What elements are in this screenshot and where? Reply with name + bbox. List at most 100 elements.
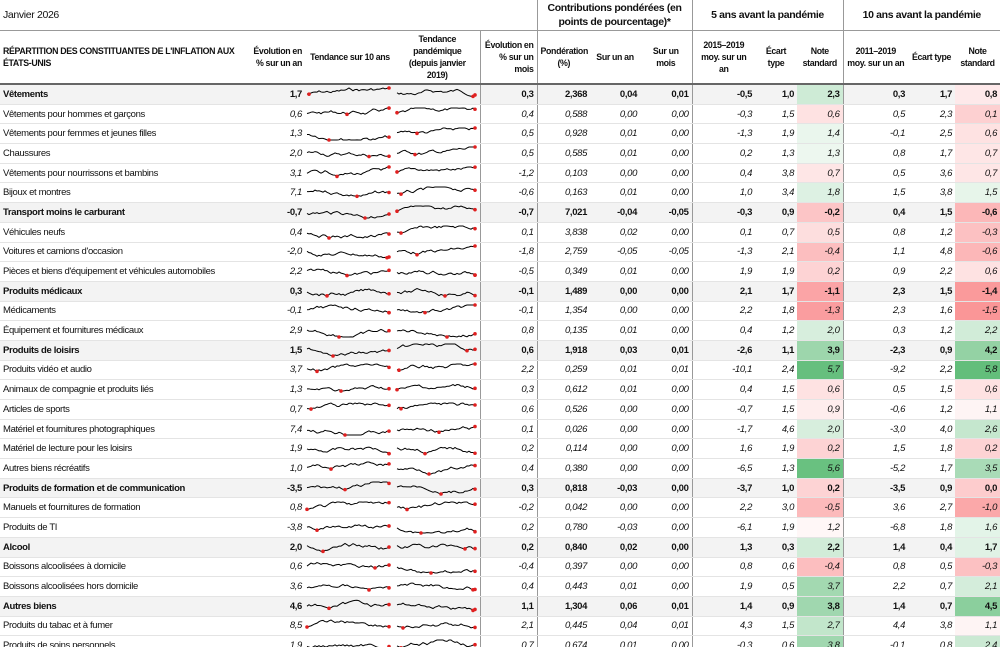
trend-cell <box>305 104 395 125</box>
trend-cell <box>305 379 395 400</box>
cell-value: 0,3 <box>250 281 305 302</box>
row-label: Médicaments <box>0 301 250 322</box>
sparkline <box>396 125 477 135</box>
sparkline-path <box>396 446 476 454</box>
sparkline-path <box>306 542 390 553</box>
cell-value: -5,2 <box>842 458 909 479</box>
cell-value: 4,5 <box>955 596 1000 617</box>
sparkline <box>306 542 391 554</box>
cell-value: 0,3 <box>479 478 538 499</box>
cell-value: 3,4 <box>755 182 798 204</box>
cell-value: 1,2 <box>755 320 798 341</box>
sparkline-path <box>306 446 390 454</box>
sparkline-path <box>396 527 476 534</box>
cell-value: -0,3 <box>691 104 756 125</box>
sparkline-dot <box>387 232 391 236</box>
cell-value: 1,1 <box>755 340 798 361</box>
sparkline-path <box>306 87 390 96</box>
cell-value: 0,06 <box>590 596 641 617</box>
sparkline-dot <box>405 507 409 512</box>
cell-value: -1,8 <box>479 242 538 263</box>
cell-value: 1,4 <box>691 596 756 617</box>
sparkline <box>306 384 391 393</box>
cell-value: 0,00 <box>640 143 693 164</box>
cell-value: 5,8 <box>955 360 1000 381</box>
group-row: Produits médicaux 0,3 -0,1 1,489 0,00 0,00 2,1… <box>0 281 1000 302</box>
cell-value: 1,5 <box>842 438 909 460</box>
sparkline-dot <box>473 502 477 506</box>
cell-value: 0,00 <box>590 281 641 302</box>
sparkline-path <box>396 464 476 475</box>
cell-value: 0,397 <box>536 557 591 578</box>
cell-value: 2,7 <box>797 616 844 637</box>
cell-value: 0,8 <box>479 320 538 341</box>
cell-value: -9,2 <box>842 360 909 381</box>
cell-value: 2,1 <box>755 242 798 263</box>
cell-value: 0,00 <box>590 301 641 322</box>
sparkline-dot <box>473 607 477 612</box>
cell-value: 0,5 <box>479 123 538 145</box>
sparkline-dot <box>331 354 335 359</box>
sparkline-dot <box>473 227 477 231</box>
cell-value: 0,00 <box>590 419 641 440</box>
cell-value: -0,5 <box>691 84 756 105</box>
trend-cell <box>395 301 480 322</box>
cell-value: 0,00 <box>640 537 693 558</box>
cell-value: 0,00 <box>640 576 693 597</box>
sparkline-dot <box>387 135 391 139</box>
cell-value: 0,5 <box>755 576 798 597</box>
cell-value: 1,6 <box>908 301 956 322</box>
cell-value: -0,5 <box>797 497 844 519</box>
sparkline-dot <box>473 293 477 298</box>
item-row: Manuels et fournitures de formation 0,8 -0… <box>0 497 1000 519</box>
cell-value: -1,2 <box>479 163 538 184</box>
trend-cell <box>395 261 480 282</box>
cell-value: 0,0 <box>955 478 1000 499</box>
sparkline <box>396 622 477 630</box>
cell-value: 0,04 <box>590 84 641 105</box>
cell-value: 0,2 <box>955 438 1000 460</box>
item-row: Animaux de compagnie et produits liés 1,3… <box>0 379 1000 400</box>
item-row: Bijoux et montres 7,1 -0,6 0,163 0,01 0,00 1,0… <box>0 182 1000 204</box>
sparkline-path <box>396 328 476 338</box>
sparkline <box>306 304 391 315</box>
sparkline <box>396 602 477 613</box>
cell-value: -2,3 <box>842 340 909 361</box>
trend-cell <box>395 616 480 637</box>
cell-value: -0,7 <box>479 202 538 223</box>
cell-value: 0,00 <box>640 438 693 460</box>
item-row: Matériel et fournitures photographiques 7… <box>0 419 1000 440</box>
sparkline <box>396 269 477 277</box>
cell-value: 0,674 <box>536 635 591 647</box>
sparkline <box>396 328 477 339</box>
trend-cell <box>305 360 395 381</box>
sparkline-dot <box>307 92 311 97</box>
sparkline-path <box>396 383 476 390</box>
sparkline-dot <box>321 549 325 554</box>
row-label: Vêtements pour nourrissons et bambins <box>0 163 250 184</box>
sparkline-dot <box>423 310 427 315</box>
cell-value: 0,5 <box>842 163 909 184</box>
trend-cell <box>395 320 480 341</box>
sparkline-dot <box>387 644 391 647</box>
cell-value: 0,818 <box>536 478 591 499</box>
sparkline <box>306 643 391 647</box>
sparkline <box>396 527 477 536</box>
cell-value: 0,00 <box>590 497 641 519</box>
sparkline <box>395 205 477 214</box>
sparkline-path <box>396 343 476 352</box>
cell-value: -0,7 <box>250 202 305 223</box>
cell-value: 0,00 <box>640 182 693 204</box>
cell-value: 1,3 <box>755 143 798 164</box>
cell-value: 0,00 <box>640 635 693 647</box>
cell-value: 1,7 <box>755 281 798 302</box>
sparkline <box>396 485 477 496</box>
sparkline-dot <box>335 174 339 179</box>
cell-value: -0,3 <box>691 635 756 647</box>
sparkline <box>395 165 477 174</box>
sparkline-dot <box>387 403 391 408</box>
sparkline-dot <box>387 429 391 433</box>
sparkline <box>395 383 477 392</box>
row-label: Produits de soins personnels <box>0 635 250 647</box>
cell-value: 3,8 <box>797 596 844 617</box>
